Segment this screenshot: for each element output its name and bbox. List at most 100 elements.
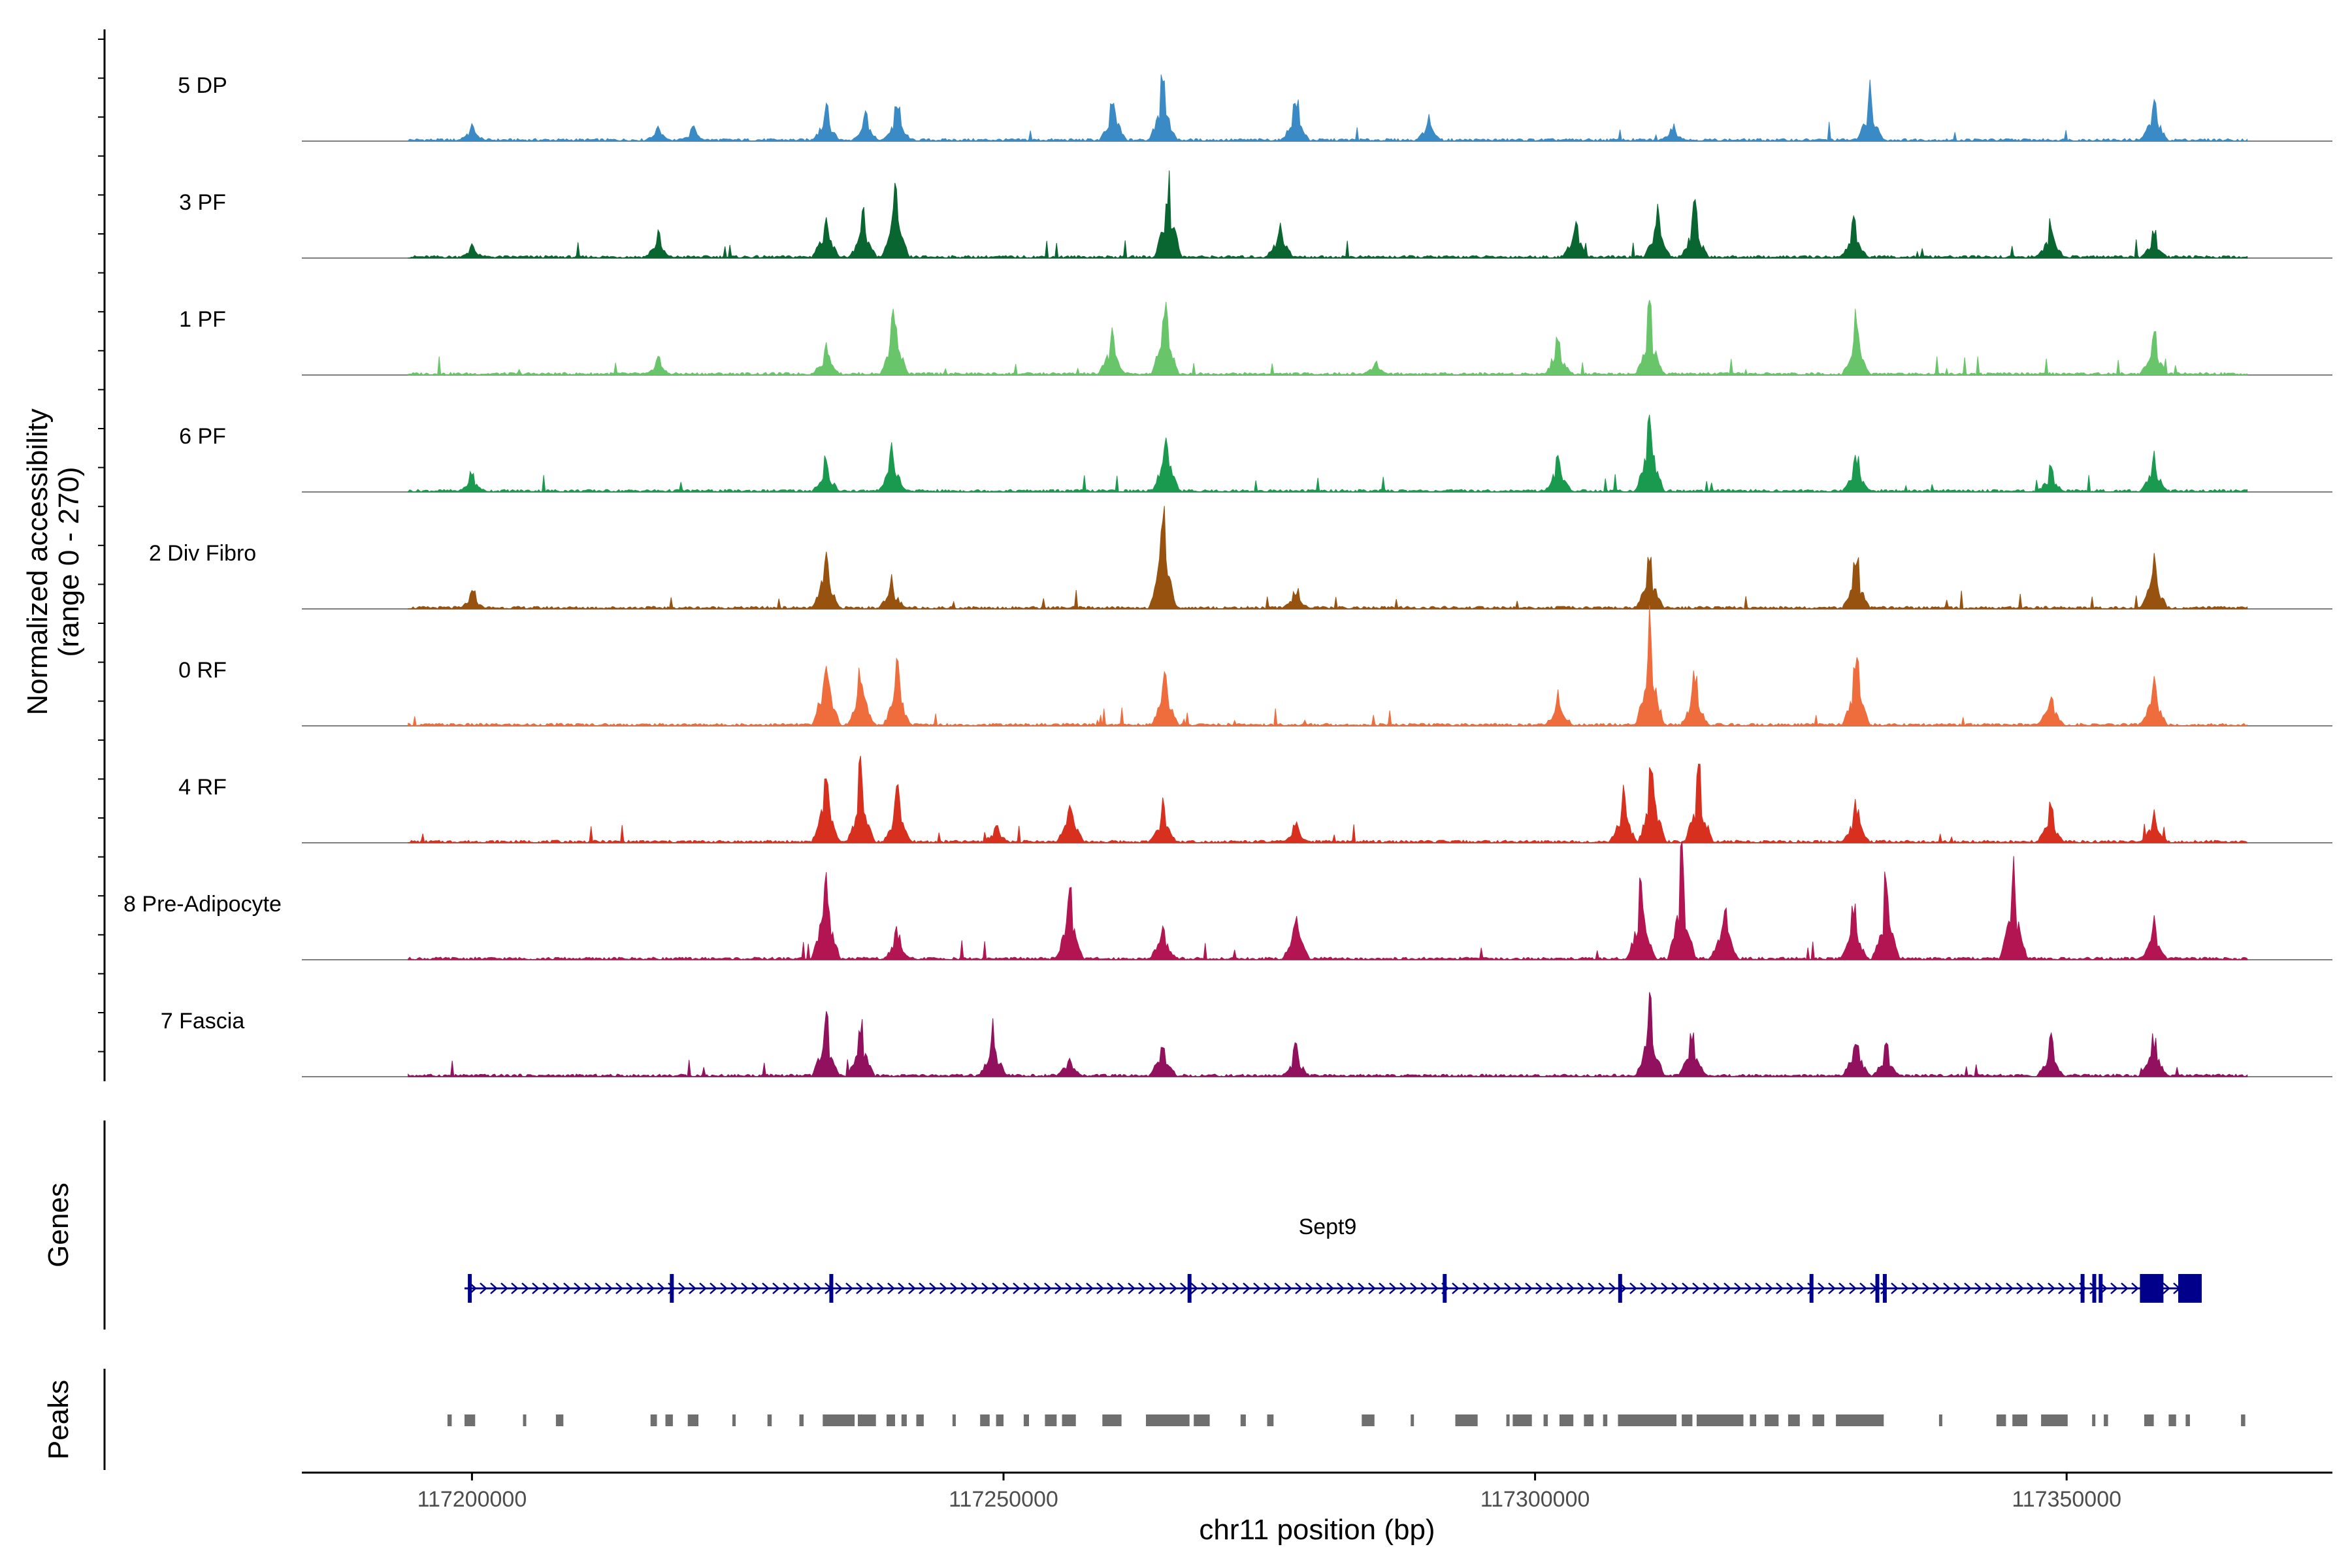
peak-region	[980, 1414, 990, 1426]
strand-arrow	[532, 1282, 540, 1294]
strand-arrow	[762, 1282, 770, 1294]
strand-arrow	[1744, 1282, 1752, 1294]
gene-exon	[2140, 1274, 2164, 1303]
strand-arrow	[2131, 1282, 2139, 1294]
strand-arrow	[1556, 1282, 1564, 1294]
peak-region	[1938, 1414, 1942, 1426]
track-label-2-div-fibro: 2 Div Fibro	[149, 541, 256, 566]
strand-arrow	[960, 1282, 968, 1294]
peak-region	[650, 1414, 657, 1426]
strand-arrow	[1222, 1282, 1230, 1294]
gene-exon	[1443, 1274, 1447, 1303]
strand-arrow	[1985, 1282, 1993, 1294]
x-axis-ticks: 117200000 117250000 117300000 117350000	[417, 1473, 2121, 1512]
strand-arrow	[908, 1282, 916, 1294]
strand-arrow	[615, 1282, 623, 1294]
strand-arrow	[1054, 1282, 1062, 1294]
strand-arrow	[866, 1282, 874, 1294]
strand-arrow	[1514, 1282, 1522, 1294]
strand-arrow	[1964, 1282, 1972, 1294]
peak-region	[1023, 1414, 1029, 1426]
peak-region	[2144, 1414, 2154, 1426]
track-8-pre-adipocyte	[302, 841, 2332, 961]
x-tick-label: 117250000	[949, 1487, 1058, 1512]
peak-regions	[447, 1414, 2246, 1426]
strand-arrow	[1849, 1282, 1857, 1294]
track-6-pf	[302, 414, 2332, 493]
peak-region	[1146, 1414, 1190, 1426]
strand-arrow	[2048, 1282, 2055, 1294]
strand-arrow	[1274, 1282, 1282, 1294]
strand-arrow	[1128, 1282, 1135, 1294]
peak-region	[1362, 1414, 1375, 1426]
coverage-area-6-pf	[408, 414, 2248, 493]
peak-region	[1267, 1414, 1274, 1426]
peak-region	[1045, 1414, 1057, 1426]
strand-arrow	[1765, 1282, 1773, 1294]
strand-arrow	[1211, 1282, 1219, 1294]
gene-name-label: Sept9	[1299, 1215, 1357, 1239]
strand-arrow	[1326, 1282, 1334, 1294]
gene-exon	[1809, 1274, 1814, 1303]
strand-arrow	[1096, 1282, 1104, 1294]
strand-arrow	[2121, 1282, 2129, 1294]
strand-arrow	[2027, 1282, 2034, 1294]
strand-arrow	[595, 1282, 602, 1294]
peak-region	[1765, 1414, 1779, 1426]
peak-region	[665, 1414, 673, 1426]
gene-exon	[1618, 1274, 1622, 1303]
strand-arrow	[1399, 1282, 1407, 1294]
strand-arrow	[1567, 1282, 1575, 1294]
track-4-rf	[302, 755, 2332, 844]
strand-arrow	[1755, 1282, 1763, 1294]
strand-arrow	[647, 1282, 655, 1294]
peak-region	[1996, 1414, 2006, 1426]
strand-arrow	[657, 1282, 665, 1294]
peaks-panel-label: Peaks	[42, 1380, 74, 1460]
strand-arrow	[626, 1282, 634, 1294]
strand-arrow	[835, 1282, 843, 1294]
strand-arrow	[1525, 1282, 1533, 1294]
peak-region	[1584, 1414, 1593, 1426]
strand-arrow	[511, 1282, 519, 1294]
strand-arrow	[1818, 1282, 1825, 1294]
strand-arrow	[1138, 1282, 1146, 1294]
coverage-area-5-dp	[408, 74, 2248, 142]
strand-arrow	[1389, 1282, 1397, 1294]
y-axis-ticks	[98, 39, 105, 1053]
strand-arrow	[1379, 1282, 1386, 1294]
peak-region	[687, 1414, 698, 1426]
peak-region	[447, 1414, 452, 1426]
strand-arrow	[1358, 1282, 1365, 1294]
strand-arrow	[1828, 1282, 1836, 1294]
peak-region	[2041, 1414, 2068, 1426]
track-label-5-dp: 5 DP	[178, 73, 227, 98]
peak-region	[2168, 1414, 2176, 1426]
strand-arrow	[1661, 1282, 1669, 1294]
strand-arrow	[1776, 1282, 1784, 1294]
strand-arrow	[856, 1282, 864, 1294]
peak-region	[1411, 1414, 1414, 1426]
peak-region	[887, 1414, 895, 1426]
track-label-8-pre-adipocyte: 8 Pre-Adipocyte	[123, 892, 282, 917]
strand-arrow	[1588, 1282, 1595, 1294]
strand-arrow	[563, 1282, 571, 1294]
strand-arrow	[1483, 1282, 1491, 1294]
strand-arrow	[898, 1282, 906, 1294]
strand-arrow	[1002, 1282, 1010, 1294]
peak-region	[2092, 1414, 2096, 1426]
peak-region	[1062, 1414, 1076, 1426]
strand-arrow	[605, 1282, 613, 1294]
strand-arrow	[1692, 1282, 1700, 1294]
coverage-area-0-rf	[408, 605, 2248, 727]
track-label-6-pf: 6 PF	[179, 424, 226, 449]
gene-model-sept9	[464, 1274, 2202, 1303]
strand-arrow	[772, 1282, 780, 1294]
strand-arrow	[2058, 1282, 2066, 1294]
strand-arrow	[1901, 1282, 1909, 1294]
track-label-4-rf: 4 RF	[178, 775, 227, 800]
strand-arrow	[950, 1282, 958, 1294]
peak-region	[555, 1414, 564, 1426]
strand-arrow	[1786, 1282, 1794, 1294]
